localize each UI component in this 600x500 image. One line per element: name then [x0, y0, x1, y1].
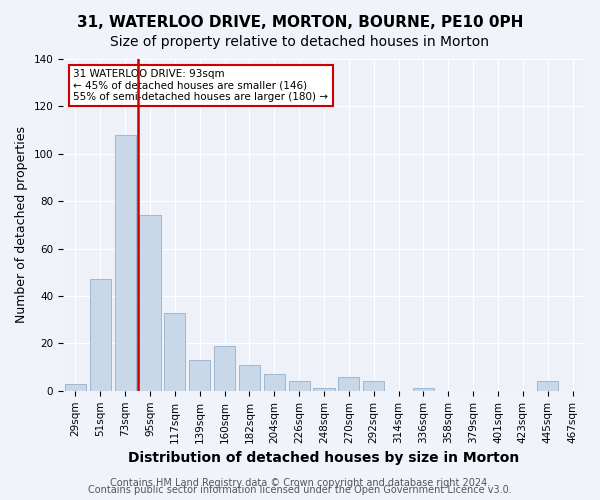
Text: 31 WATERLOO DRIVE: 93sqm
← 45% of detached houses are smaller (146)
55% of semi-: 31 WATERLOO DRIVE: 93sqm ← 45% of detach…	[73, 69, 328, 102]
Bar	[313, 388, 335, 391]
Bar	[537, 382, 558, 391]
Text: Contains public sector information licensed under the Open Government Licence v3: Contains public sector information licen…	[88, 485, 512, 495]
Text: Size of property relative to detached houses in Morton: Size of property relative to detached ho…	[110, 35, 490, 49]
Bar	[338, 376, 359, 391]
Bar	[164, 312, 185, 391]
Y-axis label: Number of detached properties: Number of detached properties	[15, 126, 28, 324]
Bar	[214, 346, 235, 391]
Bar	[115, 135, 136, 391]
Text: Contains HM Land Registry data © Crown copyright and database right 2024.: Contains HM Land Registry data © Crown c…	[110, 478, 490, 488]
Bar	[65, 384, 86, 391]
Bar	[239, 364, 260, 391]
Bar	[139, 216, 161, 391]
X-axis label: Distribution of detached houses by size in Morton: Distribution of detached houses by size …	[128, 451, 520, 465]
Bar	[90, 280, 111, 391]
Bar	[413, 388, 434, 391]
Bar	[289, 382, 310, 391]
Bar	[189, 360, 210, 391]
Bar	[363, 382, 384, 391]
Bar	[264, 374, 285, 391]
Text: 31, WATERLOO DRIVE, MORTON, BOURNE, PE10 0PH: 31, WATERLOO DRIVE, MORTON, BOURNE, PE10…	[77, 15, 523, 30]
